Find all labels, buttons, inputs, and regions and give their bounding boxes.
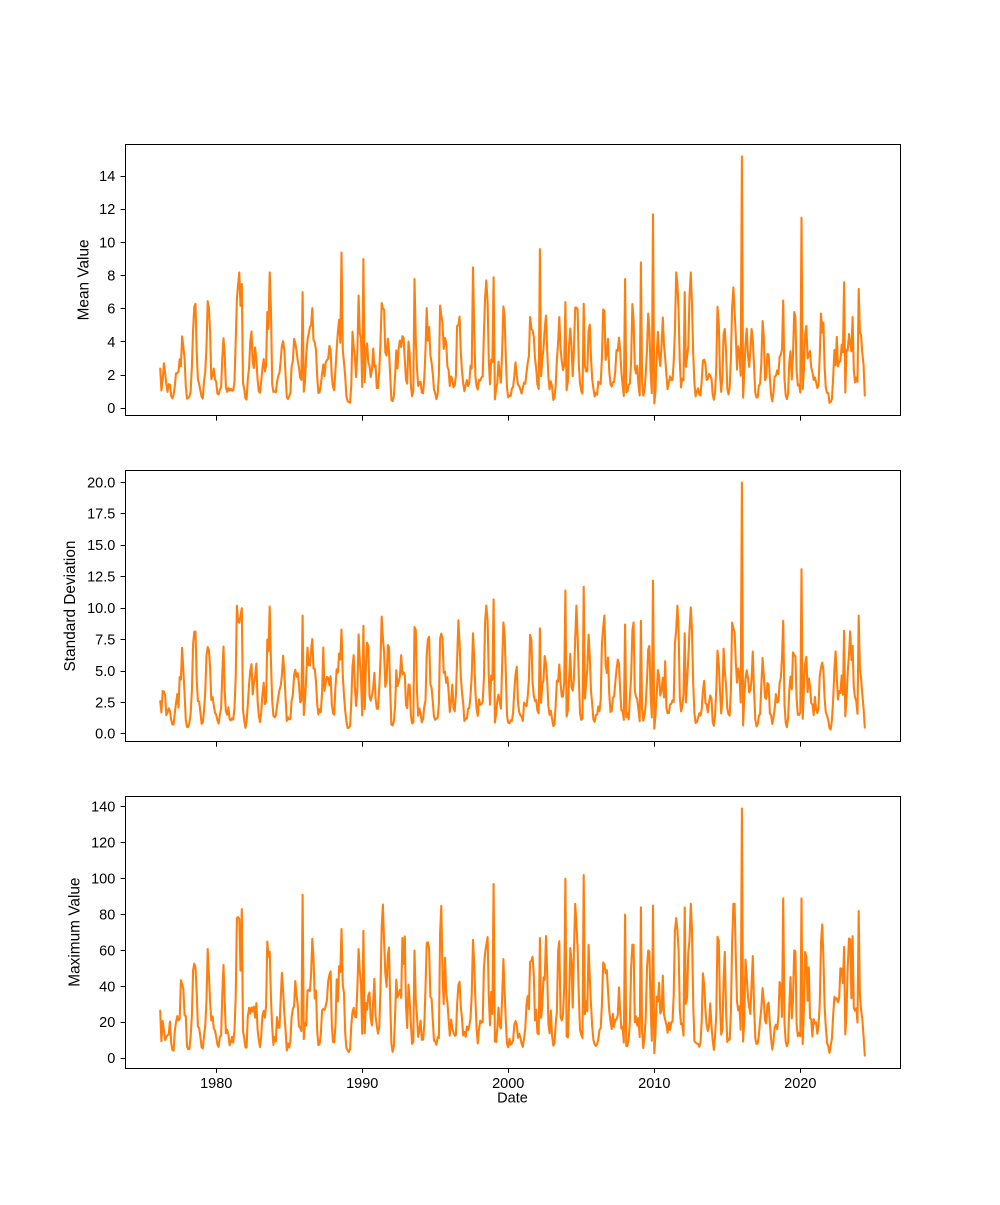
svg-text:1990: 1990 — [346, 1076, 378, 1092]
svg-text:20: 20 — [99, 1015, 115, 1031]
svg-text:Maximum Value: Maximum Value — [67, 877, 84, 986]
svg-text:2000: 2000 — [492, 1076, 524, 1092]
svg-text:2: 2 — [107, 368, 115, 384]
svg-text:140: 140 — [91, 800, 115, 816]
svg-text:0: 0 — [107, 401, 115, 417]
svg-text:12: 12 — [99, 202, 115, 218]
svg-text:15.0: 15.0 — [87, 538, 115, 554]
svg-text:Mean Value: Mean Value — [76, 239, 93, 320]
svg-text:10: 10 — [99, 235, 115, 251]
svg-text:100: 100 — [91, 871, 115, 887]
svg-text:17.5: 17.5 — [87, 507, 115, 523]
svg-text:60: 60 — [99, 943, 115, 959]
svg-text:20.0: 20.0 — [87, 475, 115, 491]
svg-text:4: 4 — [107, 335, 115, 351]
svg-text:2.5: 2.5 — [95, 695, 115, 711]
svg-text:0: 0 — [107, 1051, 115, 1067]
svg-text:80: 80 — [99, 907, 115, 923]
svg-text:120: 120 — [91, 836, 115, 852]
svg-text:10.0: 10.0 — [87, 601, 115, 617]
svg-text:2010: 2010 — [638, 1076, 670, 1092]
svg-text:Standard Deviation: Standard Deviation — [62, 541, 79, 672]
svg-text:Date: Date — [497, 1091, 528, 1107]
svg-text:40: 40 — [99, 979, 115, 995]
svg-text:7.5: 7.5 — [95, 632, 115, 648]
svg-text:0.0: 0.0 — [95, 727, 115, 743]
svg-text:5.0: 5.0 — [95, 664, 115, 680]
svg-text:12.5: 12.5 — [87, 570, 115, 586]
svg-text:6: 6 — [107, 302, 115, 318]
svg-text:8: 8 — [107, 268, 115, 284]
svg-text:1980: 1980 — [200, 1076, 232, 1092]
svg-text:2020: 2020 — [784, 1076, 816, 1092]
svg-text:14: 14 — [99, 169, 115, 185]
